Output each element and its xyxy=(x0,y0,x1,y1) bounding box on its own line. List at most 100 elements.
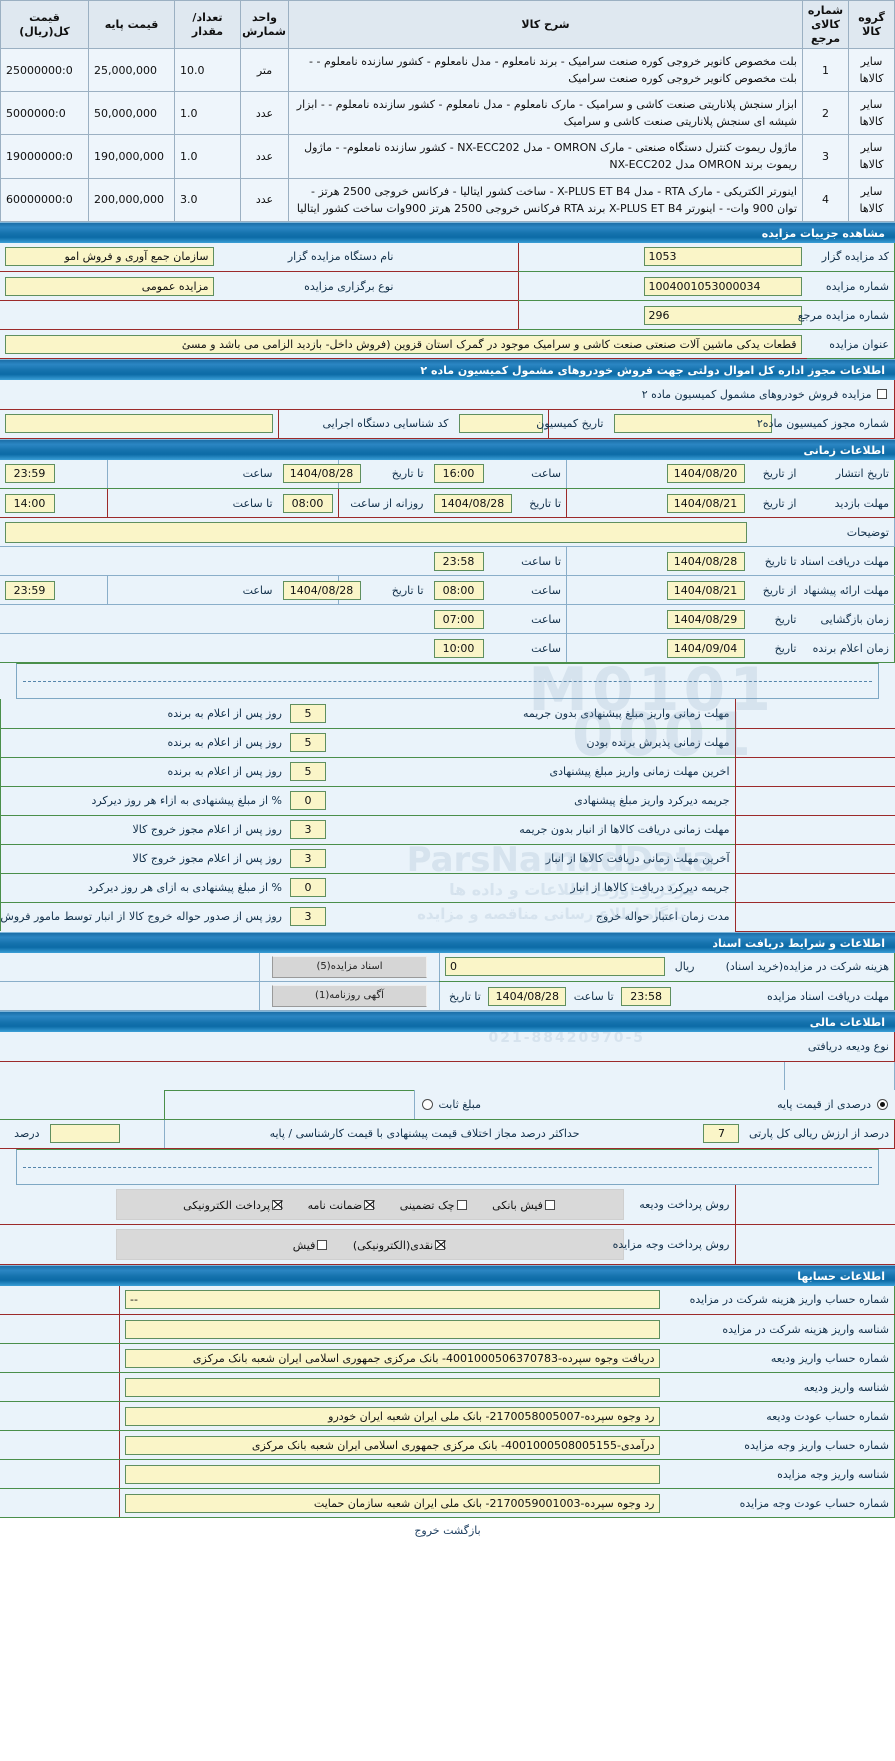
col-header-description: شرح کالا xyxy=(288,0,803,50)
opening-date[interactable]: 1404/08/29 xyxy=(666,609,745,629)
commission-date-value[interactable] xyxy=(458,414,543,434)
publish-to-time-label: ساعت xyxy=(107,459,278,490)
account-row: شماره حساب واریز هزینه شرکت در مزایده -- xyxy=(0,1285,895,1316)
rule-value[interactable]: 5 xyxy=(290,733,326,753)
deposit-option-bank-receipt-label: فیش بانکی xyxy=(492,1198,543,1212)
commission-date-label: تاریخ کمیسیون xyxy=(536,409,609,439)
deposit-option-bank-receipt[interactable]: فیش بانکی xyxy=(492,1199,557,1212)
cell-description: ابزار سنجش پلاناریتی صنعت کاشی و سرامیک … xyxy=(288,91,803,136)
permit-number-value[interactable] xyxy=(613,414,772,434)
doc-deadline-to-date[interactable]: 1404/08/28 xyxy=(666,551,745,571)
table-row: سایر کالاها 1 بلت مخصوص کانویر خروجی کور… xyxy=(0,48,895,93)
cell-quantity: 1.0 xyxy=(174,91,241,136)
rule-value[interactable]: 0 xyxy=(290,878,326,898)
max-diff-unit: درصد xyxy=(0,1119,45,1149)
deposit-type-row: نوع ودیعه دریافتی xyxy=(0,1032,895,1062)
auction-option-cash-electronic[interactable]: نقدی(الکترونیکی) xyxy=(353,1239,447,1252)
bid-to-date[interactable]: 1404/08/28 xyxy=(282,580,361,600)
checkbox-receipt[interactable] xyxy=(317,1239,328,1250)
checkbox-bank-receipt[interactable] xyxy=(544,1199,555,1210)
opening-time-label: ساعت xyxy=(510,604,567,635)
auction-number-value[interactable]: 1004001053000034 xyxy=(643,276,802,296)
docs-deadline-to-date[interactable]: 1404/08/28 xyxy=(488,986,567,1006)
visit-daily-to-time[interactable]: 14:00 xyxy=(4,493,55,513)
rule-unit: روز پس از اعلام به برنده xyxy=(0,757,287,787)
commission-permit-panel: مزایده فروش خودروهای مشمول کمیسیون ماده … xyxy=(0,380,895,439)
account-value[interactable]: رد وجوه سپرده-2170058005007- بانک ملی ای… xyxy=(125,1406,660,1426)
newspaper-ad-button[interactable]: آگهی روزنامه(1) xyxy=(272,985,427,1008)
table-row: سایر کالاها 4 اینورتر الکتریکی - مارک RT… xyxy=(0,177,895,222)
auctioneer-name-value[interactable]: سازمان جمع آوری و فروش امو xyxy=(5,247,214,267)
commission-vehicles-checkbox[interactable] xyxy=(877,388,887,399)
publish-time[interactable]: 16:00 xyxy=(433,464,484,484)
publish-to-date[interactable]: 1404/08/28 xyxy=(282,464,361,484)
auction-documents-button[interactable]: اسناد مزایده(5) xyxy=(272,955,427,978)
winner-date-label: تاریخ xyxy=(751,633,802,664)
col-header-total-price: قیمت کل(ریال) xyxy=(0,0,89,50)
account-value[interactable]: دریافت وجوه سپرده-4001000506370783- بانک… xyxy=(125,1348,660,1368)
account-value[interactable]: رد وجوه سپرده-2170059001003- بانک ملی ای… xyxy=(125,1493,660,1513)
checkbox-cash-electronic[interactable] xyxy=(435,1239,446,1250)
bid-time[interactable]: 08:00 xyxy=(433,580,484,600)
percent-of-base-radio[interactable] xyxy=(876,1098,888,1110)
section-header-commission-permit: اطلاعات مجوز اداره کل اموال دولتی جهت فر… xyxy=(0,359,895,381)
account-value[interactable] xyxy=(125,1377,660,1397)
bid-from-date[interactable]: 1404/08/21 xyxy=(666,580,745,600)
rule-value[interactable]: 3 xyxy=(290,849,326,869)
percent-of-base-label: درصدی از قیمت پایه xyxy=(777,1097,871,1111)
max-diff-value[interactable] xyxy=(49,1124,120,1144)
account-value[interactable] xyxy=(125,1319,660,1339)
account-value[interactable]: درآمدی-4001000508005155- بانک مرکزی جمهو… xyxy=(125,1435,660,1455)
section-header-financial-info: اطلاعات مالی xyxy=(0,1011,895,1033)
cell-description: اینورتر الکتریکی - مارک RTA - مدل X-PLUS… xyxy=(288,177,803,222)
docs-deadline-to-time[interactable]: 23:58 xyxy=(621,986,672,1006)
visit-from-date[interactable]: 1404/08/21 xyxy=(666,493,745,513)
rule-value[interactable]: 0 xyxy=(290,791,326,811)
cell-ref-number: 3 xyxy=(802,134,849,179)
auction-type-value[interactable]: مزایده عمومی xyxy=(5,276,214,296)
bid-to-time[interactable]: 23:59 xyxy=(4,580,55,600)
doc-deadline-to-time[interactable]: 23:58 xyxy=(433,551,484,571)
checkbox-electronic-payment[interactable] xyxy=(272,1199,283,1210)
winner-time-label: ساعت xyxy=(510,633,567,664)
account-label: شماره حساب عودت وجه مزایده xyxy=(664,1488,895,1519)
deposit-mode-spacer-row xyxy=(0,1061,895,1091)
rule-value[interactable]: 5 xyxy=(290,703,326,723)
winner-time[interactable]: 10:00 xyxy=(433,638,484,658)
rule-value[interactable]: 5 xyxy=(290,762,326,782)
fixed-amount-radio[interactable] xyxy=(422,1098,433,1110)
auction-option-receipt[interactable]: فیش xyxy=(293,1239,330,1252)
participation-fee-row: هزینه شرکت در مزایده(خرید اسناد) ریال 0 … xyxy=(0,952,895,983)
deadline-rule-row: جریمه دیرکرد دریافت کالاها از انبار 0 % … xyxy=(0,873,895,903)
checkbox-guaranteed-check[interactable] xyxy=(456,1199,467,1210)
deposit-option-guaranteed-check[interactable]: چک تضمینی xyxy=(400,1199,469,1212)
rule-value[interactable]: 3 xyxy=(290,820,326,840)
winner-date[interactable]: 1404/09/04 xyxy=(666,638,745,658)
checkbox-guarantee-letter[interactable] xyxy=(364,1199,375,1210)
agency-id-label: کد شناسایی دستگاه اجرایی xyxy=(278,409,454,439)
deposit-option-electronic[interactable]: پرداخت الکترونیکی xyxy=(183,1199,284,1212)
account-label: شناسه واریز ودیعه xyxy=(664,1372,895,1403)
account-value[interactable]: -- xyxy=(125,1290,660,1310)
participation-fee-value[interactable]: 0 xyxy=(445,957,665,977)
auction-title-value[interactable]: قطعات یدکی ماشین آلات صنعتی صنعت کاشی و … xyxy=(5,334,802,354)
deposit-option-guarantee-letter[interactable]: ضمانت نامه xyxy=(308,1199,377,1212)
auctioneer-code-value[interactable]: 1053 xyxy=(643,247,802,267)
back-exit-link[interactable]: بازگشت خروج xyxy=(414,1524,481,1538)
percent-value[interactable]: 7 xyxy=(703,1124,740,1144)
commission-vehicles-label: مزایده فروش خودروهای مشمول کمیسیون ماده … xyxy=(641,387,872,401)
ref-auction-number-value[interactable]: 296 xyxy=(643,305,802,325)
cell-unit: عدد xyxy=(240,134,289,179)
notes-value[interactable] xyxy=(4,521,747,543)
participation-fee-label: هزینه شرکت در مزایده(خرید اسناد) xyxy=(699,952,895,983)
opening-time[interactable]: 07:00 xyxy=(433,609,484,629)
visit-daily-from-time[interactable]: 08:00 xyxy=(282,493,333,513)
visit-to-date[interactable]: 1404/08/28 xyxy=(433,493,512,513)
agency-id-value[interactable] xyxy=(4,414,273,434)
account-value[interactable] xyxy=(125,1464,660,1484)
account-row: شناسه واریز هزینه شرکت در مزایده xyxy=(0,1314,895,1345)
cell-total-price: 60000000:0 xyxy=(0,177,89,222)
publish-from-date[interactable]: 1404/08/20 xyxy=(666,464,745,484)
publish-to-time[interactable]: 23:59 xyxy=(4,464,55,484)
rule-value[interactable]: 3 xyxy=(290,907,326,927)
